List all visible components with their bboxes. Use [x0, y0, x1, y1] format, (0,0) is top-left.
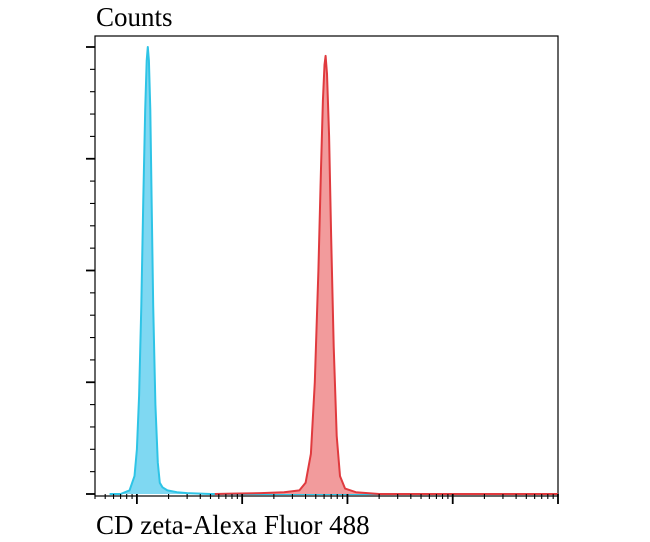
axis-layer	[86, 46, 559, 504]
x-axis-label: CD zeta-Alexa Fluor 488	[96, 510, 370, 540]
series-layer	[109, 46, 559, 495]
histogram-line-2	[214, 54, 558, 495]
histogram-fill-1	[109, 47, 558, 494]
y-axis-label: Counts	[96, 2, 173, 32]
histogram-line-1	[109, 46, 558, 495]
